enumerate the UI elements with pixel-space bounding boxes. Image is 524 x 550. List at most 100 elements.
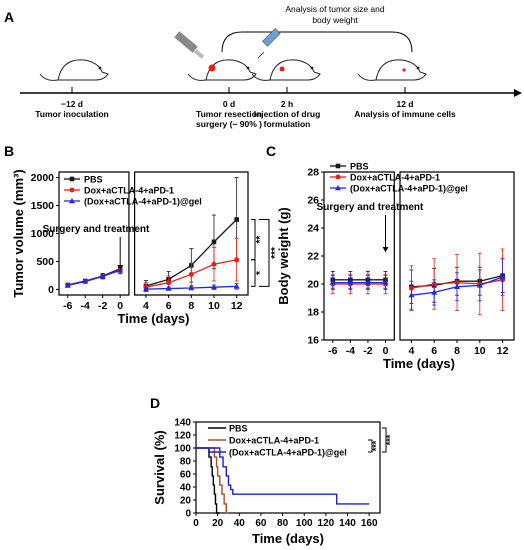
panel-label-c: C xyxy=(266,143,276,159)
event-label: surgery (~ 90% ) xyxy=(196,119,262,129)
marker-triangle xyxy=(431,289,438,295)
y-axis-label: Tumor volume (mm³) xyxy=(11,169,26,297)
plot-frame xyxy=(134,171,249,296)
panel-label-b: B xyxy=(4,143,14,159)
x-tick-label: 6 xyxy=(431,345,437,357)
marker-triangle xyxy=(454,283,460,289)
x-tick-label: 120 xyxy=(318,518,335,529)
marker-triangle xyxy=(347,279,354,285)
x-tick-label: -6 xyxy=(328,345,337,357)
legend-label: PBS xyxy=(350,162,369,172)
significance-label: *** xyxy=(371,440,381,451)
marker-triangle xyxy=(165,285,172,291)
marker-triangle xyxy=(64,282,71,288)
x-tick-label: 12 xyxy=(231,300,243,312)
x-tick-label: 8 xyxy=(188,300,194,312)
x-tick-label: 80 xyxy=(277,518,289,529)
series-1 xyxy=(330,248,506,316)
x-tick-label: 0 xyxy=(383,345,389,357)
marker-square xyxy=(211,239,217,245)
y-axis-label: Survival (%) xyxy=(152,430,167,504)
mouse-icon xyxy=(251,59,321,81)
annotation-text: Surgery and treatment xyxy=(317,202,424,213)
x-tick-label: 140 xyxy=(339,518,356,529)
plot-frame xyxy=(399,171,515,341)
significance-bracket xyxy=(382,427,387,453)
survival-curve-2 xyxy=(196,447,370,505)
x-tick-label: 8 xyxy=(454,345,460,357)
legend-label: PBS xyxy=(229,424,248,434)
event-time: 2 h xyxy=(281,99,293,109)
mouse-icon xyxy=(187,59,257,81)
x-tick-label: 60 xyxy=(255,518,267,529)
y-tick-label: 100 xyxy=(174,444,191,455)
plot-frame xyxy=(323,171,395,341)
y-tick-label: 20 xyxy=(180,496,192,507)
y-tick-label: 20 xyxy=(307,279,319,291)
marker-circle xyxy=(211,261,217,267)
significance-bracket xyxy=(368,439,373,453)
series-2 xyxy=(64,266,240,292)
x-axis-label: Time (days) xyxy=(383,356,455,371)
event-label: Tumor resection xyxy=(196,109,262,119)
legend-label: Dox+aCTLA-4+aPD-1 xyxy=(350,173,440,183)
y-tick-label: 18 xyxy=(307,307,319,319)
mouse-icon xyxy=(357,59,427,81)
y-tick-label: 16 xyxy=(307,335,319,347)
y-tick-label: 80 xyxy=(180,457,192,468)
marker-triangle xyxy=(188,285,195,291)
marker-triangle xyxy=(82,278,89,284)
significance-label: * xyxy=(255,271,266,275)
survival-curve-0 xyxy=(196,447,220,514)
y-tick-label: 60 xyxy=(180,470,192,481)
marker-triangle xyxy=(364,279,371,285)
marker-triangle xyxy=(408,292,415,298)
x-tick-label: 160 xyxy=(361,518,378,529)
plot-frame xyxy=(58,171,130,296)
series-0 xyxy=(330,258,505,305)
timeline: Analysis of tumor size and body weight xyxy=(20,4,522,129)
significance-label: *** xyxy=(385,434,395,445)
y-tick-label: 500 xyxy=(36,256,54,268)
series-line xyxy=(67,269,121,287)
marker-triangle xyxy=(476,282,483,288)
marker-triangle xyxy=(329,279,336,285)
legend-label: Dox+aCTLA-4+aPD-1 xyxy=(229,436,319,446)
y-tick-label: 1000 xyxy=(31,228,55,240)
marker-triangle xyxy=(233,283,240,289)
timeline-top-label-2: body weight xyxy=(312,15,358,25)
x-tick-label: 40 xyxy=(234,518,246,529)
x-tick-label: 10 xyxy=(208,300,220,312)
mouse-icon xyxy=(39,59,109,81)
significance-bracket xyxy=(251,259,256,287)
y-tick-label: 0 xyxy=(48,284,54,296)
survival-curve-1 xyxy=(196,447,229,514)
event-label: Tumor inoculation xyxy=(35,109,109,119)
x-tick-label: 0 xyxy=(117,300,123,312)
legend-label: (Dox+aCTLA-4+aPD-1)@gel xyxy=(350,184,468,194)
panel-label-a: A xyxy=(4,9,14,25)
x-axis-label: Time (days) xyxy=(117,311,189,326)
annotation-text: Surgery and treatment xyxy=(43,224,150,235)
x-tick-label: 4 xyxy=(408,345,414,357)
y-axis-label: Body weight (g) xyxy=(276,207,291,305)
x-tick-label: 10 xyxy=(474,345,486,357)
event-label: formulation xyxy=(264,119,311,129)
timeline-arrowhead xyxy=(514,89,522,97)
x-tick-label: 20 xyxy=(212,518,224,529)
y-tick-label: 120 xyxy=(174,431,191,442)
significance-label: ** xyxy=(255,236,266,244)
marker-triangle xyxy=(210,284,217,290)
y-tick-label: 28 xyxy=(307,167,319,179)
x-tick-label: -2 xyxy=(98,300,107,312)
y-tick-label: 24 xyxy=(307,223,319,235)
scalpel-icon xyxy=(174,31,205,59)
y-tick-label: 1500 xyxy=(31,200,55,212)
x-tick-label: 6 xyxy=(166,300,172,312)
y-tick-label: 140 xyxy=(174,418,191,429)
marker-triangle xyxy=(99,273,106,279)
annotation-arrowhead xyxy=(382,247,389,252)
x-tick-label: -4 xyxy=(346,345,355,357)
x-tick-label: 12 xyxy=(497,345,509,357)
